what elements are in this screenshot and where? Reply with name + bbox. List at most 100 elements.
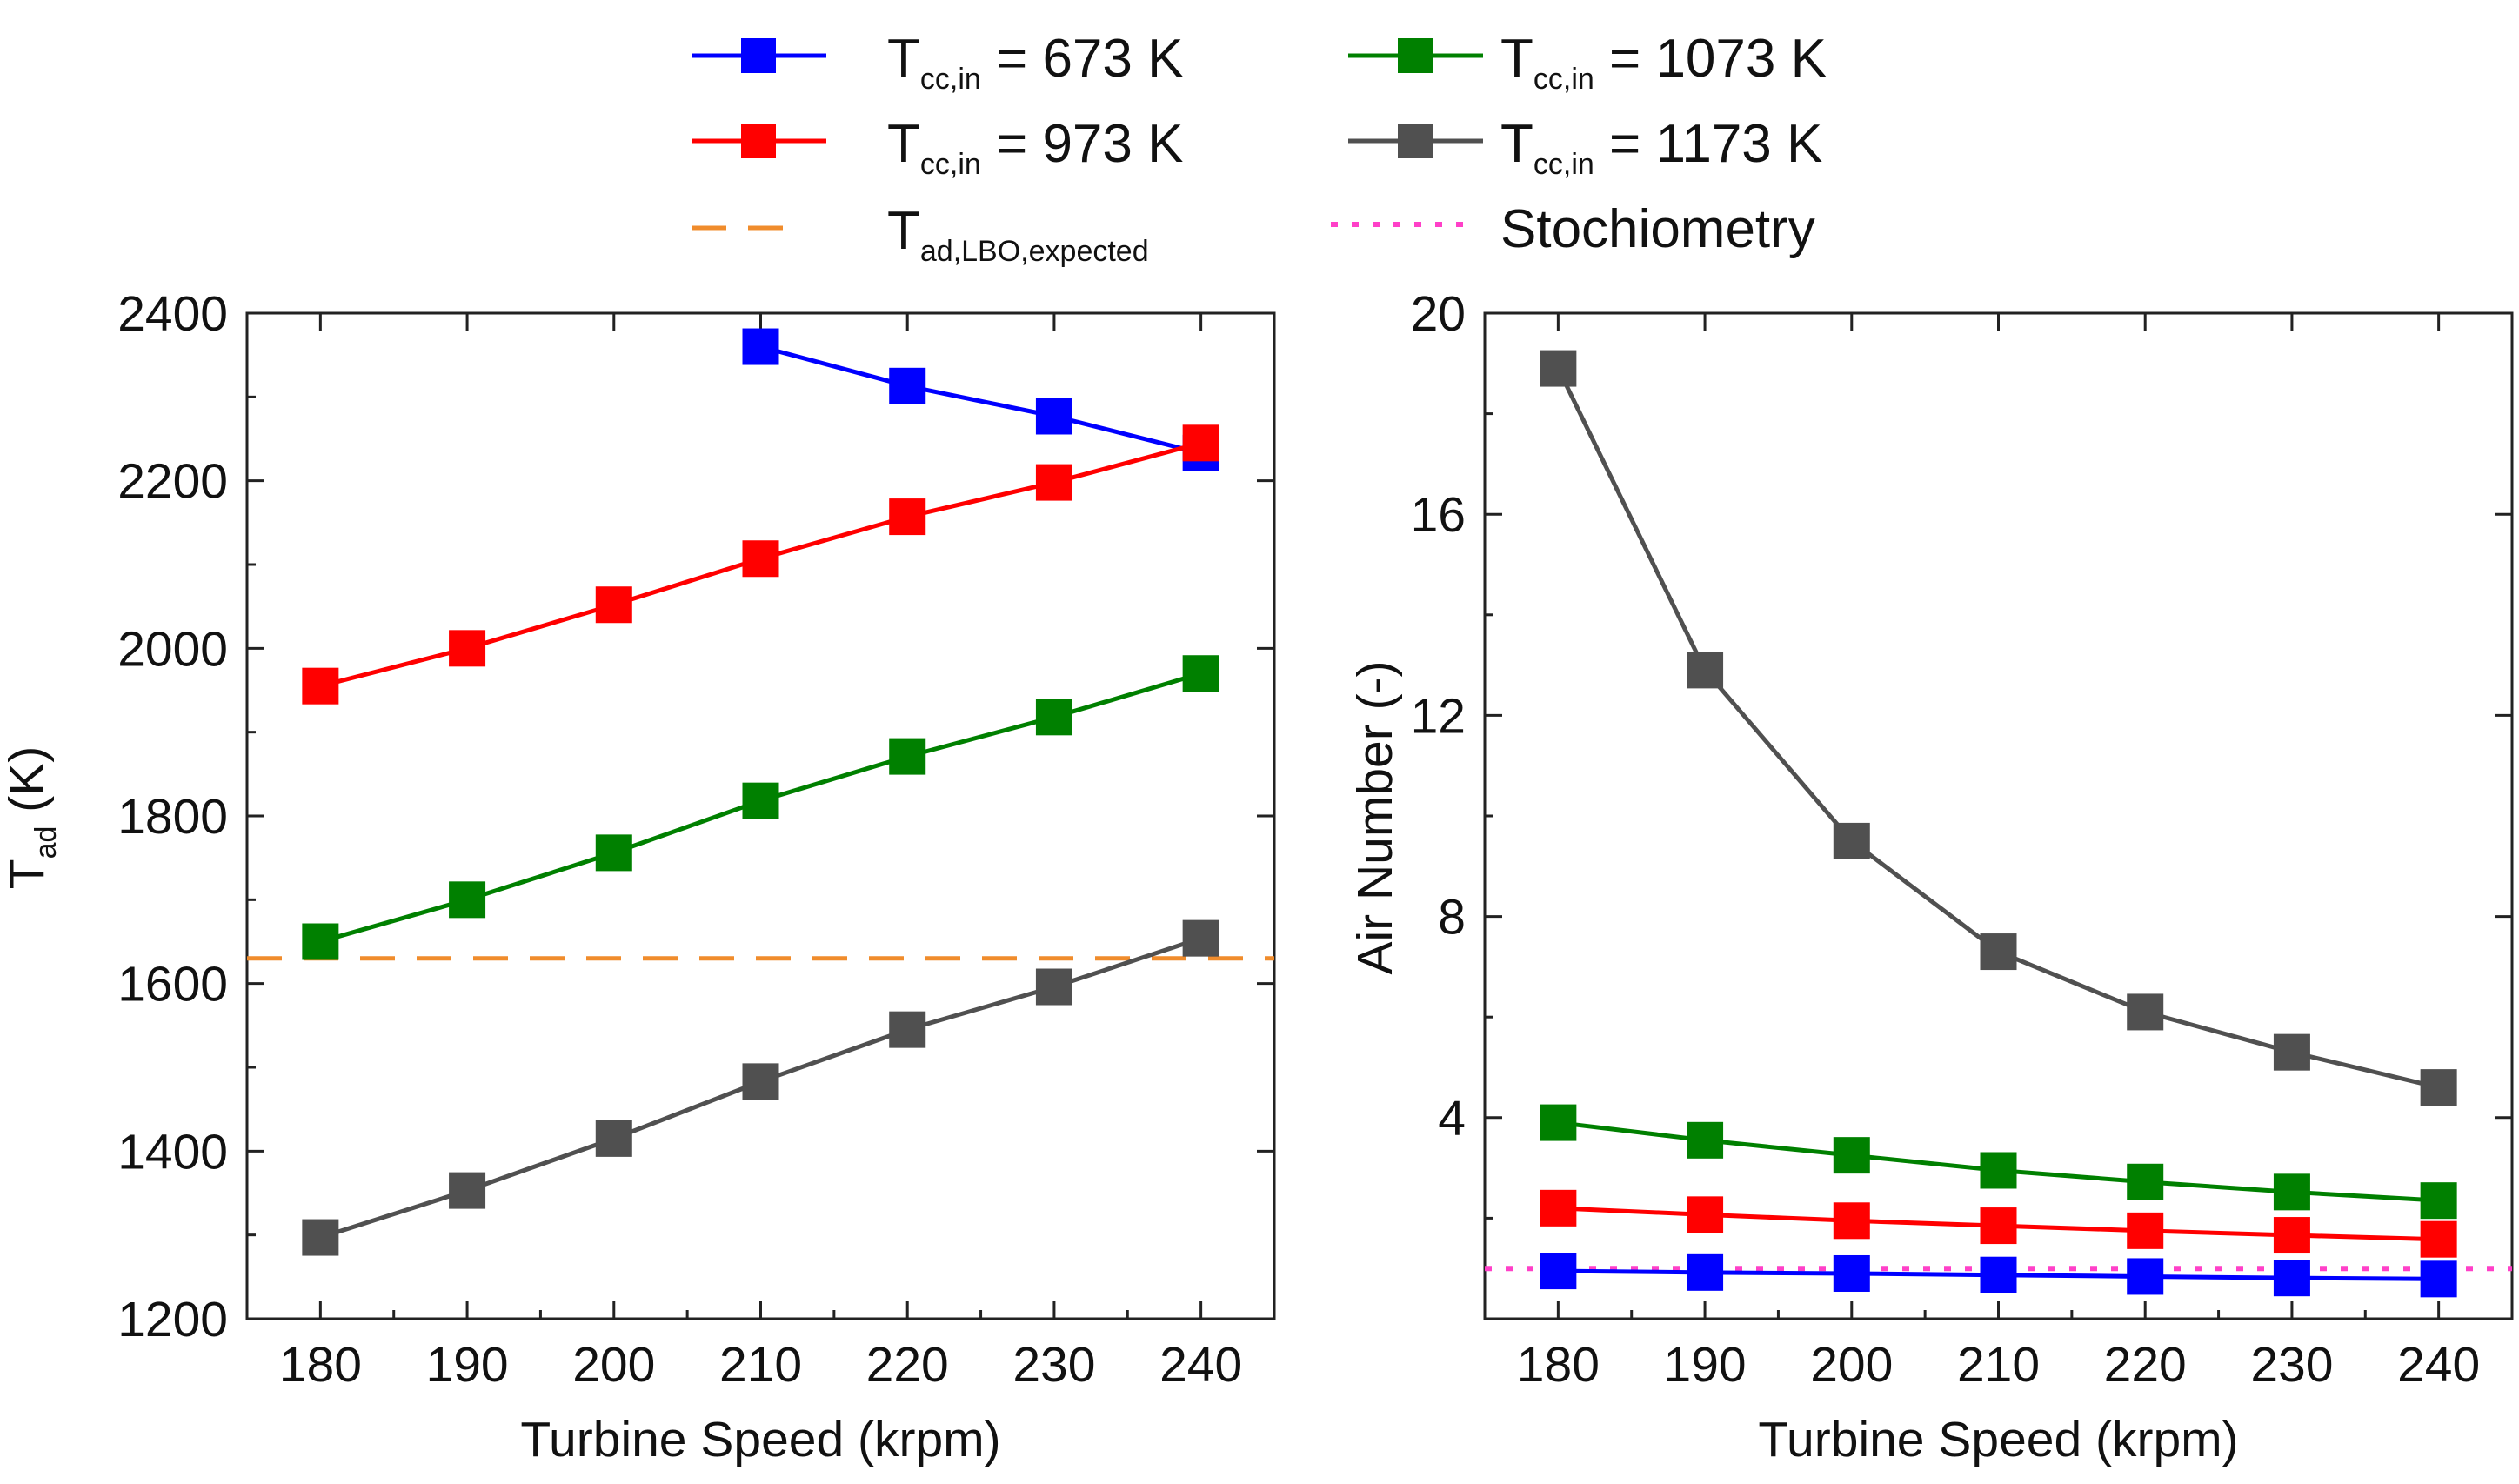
x-tick-label: 180 <box>1517 1337 1600 1393</box>
y-tick-label: 16 <box>1411 487 1466 543</box>
series-tcc-in-1173-k <box>302 919 1219 1256</box>
y-tick-label: 1400 <box>117 1124 228 1180</box>
data-point <box>1035 968 1072 1006</box>
x-tick-label: 230 <box>2250 1337 2333 1393</box>
legend-entry-s1073: Tcc,in = 1073 K <box>1348 29 1827 96</box>
data-point <box>1980 1207 2017 1245</box>
data-point <box>1035 464 1072 501</box>
data-point <box>1540 1189 1577 1227</box>
y-tick-label: 1200 <box>117 1292 228 1347</box>
data-point <box>1540 1104 1577 1141</box>
data-point <box>742 782 779 819</box>
y-tick-label: 8 <box>1438 890 1466 946</box>
y-tick-label: 2000 <box>117 621 228 677</box>
legend-square-marker <box>1398 124 1433 158</box>
data-point <box>2420 1069 2457 1106</box>
x-tick-label: 190 <box>1664 1337 1747 1393</box>
data-point <box>595 586 632 624</box>
legend-entry-lbo: Tad,LBO,expected <box>692 201 1149 268</box>
data-point <box>302 667 339 705</box>
legend-entry-s673: Tcc,in = 673 K <box>692 29 1183 96</box>
legend-label: Stochiometry <box>1500 199 1815 259</box>
legend-square-marker <box>741 124 776 158</box>
data-point <box>2273 1033 2310 1071</box>
data-point <box>2420 1260 2457 1298</box>
data-point <box>1833 822 1870 859</box>
data-point <box>1833 1137 1870 1174</box>
legend: Tcc,in = 673 K Tcc,in = 1073 K Tcc,in = 97… <box>692 29 1827 268</box>
series-line <box>759 344 1202 456</box>
y-tick-label: 12 <box>1411 688 1466 744</box>
data-point <box>1980 933 2017 971</box>
data-point <box>1687 1253 1724 1291</box>
legend-entry-stoich: Stochiometry <box>1331 199 1815 259</box>
data-point <box>2273 1173 2310 1211</box>
data-point <box>889 367 926 404</box>
data-point <box>2420 1182 2457 1220</box>
data-point <box>1833 1254 1870 1292</box>
legend-label: Tcc,in = 1173 K <box>1500 114 1822 181</box>
data-point <box>889 1011 926 1048</box>
right-chart-panel: 180 190 200 210 220 230 240 4 8 12 16 20 Turbine Spe… <box>1347 286 2514 1467</box>
y-axis-title-group: Air Number (-) <box>1347 660 1403 974</box>
data-point <box>2127 1212 2164 1249</box>
y-tick-label: 2400 <box>117 286 228 342</box>
x-tick-label: 220 <box>866 1337 949 1393</box>
data-point <box>1980 1152 2017 1189</box>
series-tcc-in-973-k <box>302 424 1219 705</box>
legend-label: Tcc,in = 973 K <box>887 114 1183 181</box>
data-point <box>449 881 486 919</box>
data-point <box>2127 1163 2164 1200</box>
data-point <box>1833 1202 1870 1240</box>
legend-square-marker <box>741 38 776 73</box>
data-point <box>1540 350 1577 387</box>
x-tick-label: 200 <box>572 1337 655 1393</box>
data-point <box>1035 398 1072 435</box>
data-point <box>1980 1256 2017 1293</box>
data-point <box>889 498 926 536</box>
data-point <box>449 1172 486 1209</box>
data-point <box>2127 993 2164 1031</box>
legend-entry-s973: Tcc,in = 973 K <box>692 114 1183 181</box>
y-axis-title: Air Number (-) <box>1347 660 1403 974</box>
data-point <box>595 1120 632 1157</box>
x-tick-label: 180 <box>279 1337 362 1393</box>
x-axis-title: Turbine Speed (krpm) <box>520 1412 1000 1467</box>
data-point <box>302 1219 339 1256</box>
data-point <box>2273 1260 2310 1297</box>
data-point <box>2420 1220 2457 1258</box>
data-point <box>1182 424 1219 462</box>
series-line <box>1556 367 2440 1090</box>
x-tick-label: 240 <box>2397 1337 2480 1393</box>
y-axis-title-group: Tad (K) <box>0 746 63 889</box>
data-point <box>595 834 632 872</box>
data-point <box>1687 1121 1724 1159</box>
data-point <box>1182 655 1219 692</box>
x-axis-title: Turbine Speed (krpm) <box>1758 1412 2238 1467</box>
series-tcc-in-1073-k <box>1540 1104 2457 1220</box>
series-tcc-in-973-k <box>1540 1189 2457 1258</box>
data-point <box>1035 699 1072 736</box>
series-tcc-in-673-k <box>742 328 1219 471</box>
x-tick-label: 230 <box>1012 1337 1095 1393</box>
x-tick-label: 190 <box>426 1337 509 1393</box>
y-tick-label: 1800 <box>117 789 228 845</box>
y-tick-label: 20 <box>1411 286 1466 342</box>
data-point <box>742 540 779 578</box>
data-point <box>889 738 926 775</box>
y-axis-title: Tad (K) <box>0 746 63 889</box>
x-tick-label: 240 <box>1159 1337 1242 1393</box>
x-tick-label: 210 <box>1957 1337 2040 1393</box>
legend-label: Tcc,in = 1073 K <box>1500 29 1827 96</box>
left-chart-panel: 180 190 200 210 220 230 240 1200 1400 1600 1800 200… <box>0 286 1276 1467</box>
data-point <box>1540 1253 1577 1290</box>
series-tcc-in-1073-k <box>302 655 1219 960</box>
data-point <box>1687 652 1724 689</box>
legend-entry-s1173: Tcc,in = 1173 K <box>1348 114 1822 181</box>
data-point <box>742 1063 779 1100</box>
x-tick-label: 220 <box>2104 1337 2187 1393</box>
legend-square-marker <box>1398 38 1433 73</box>
data-point <box>742 328 779 365</box>
y-tick-label: 2200 <box>117 454 228 510</box>
